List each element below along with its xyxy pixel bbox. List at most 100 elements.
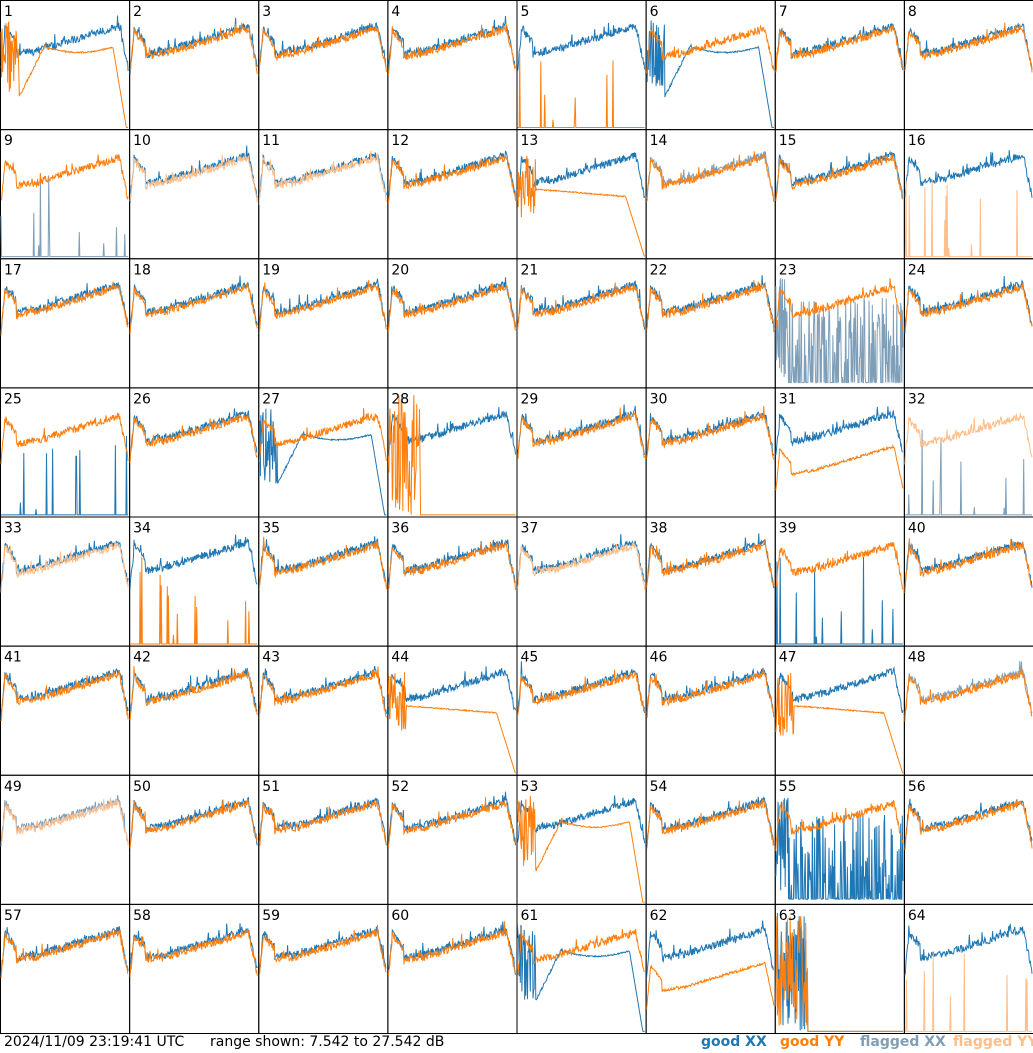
series-yy-25 bbox=[0, 412, 129, 465]
panel-24: 24 bbox=[903, 258, 1033, 389]
panel-frame bbox=[516, 0, 647, 131]
series-yy-3 bbox=[258, 25, 387, 77]
panel-44: 44 bbox=[387, 645, 518, 776]
series-xx-3 bbox=[258, 22, 387, 68]
panel-label: 45 bbox=[521, 650, 539, 666]
series-yy-18 bbox=[129, 283, 258, 335]
panel-label: 31 bbox=[779, 391, 797, 407]
series-xx-63 bbox=[775, 912, 903, 1032]
panel-label: 25 bbox=[4, 391, 22, 407]
series-yy-30 bbox=[646, 406, 775, 460]
panel-label: 17 bbox=[4, 262, 22, 278]
series-yy-12 bbox=[387, 154, 516, 204]
series-xx-4 bbox=[387, 15, 516, 73]
panel-label: 33 bbox=[4, 521, 22, 537]
series-yy-40 bbox=[904, 538, 1033, 593]
series-yy-45 bbox=[517, 669, 646, 717]
panel-label: 49 bbox=[4, 779, 22, 795]
panel-25: 25 bbox=[0, 387, 131, 518]
panel-label: 30 bbox=[650, 391, 668, 407]
legend-good-xx: good XX bbox=[701, 1034, 767, 1050]
series-xx-27 bbox=[258, 408, 387, 516]
series-yy-6 bbox=[646, 24, 775, 74]
panel-33: 33 bbox=[0, 516, 131, 647]
panel-7: 7 bbox=[774, 0, 905, 131]
panel-56: 56 bbox=[903, 774, 1033, 905]
series-yy-24 bbox=[904, 282, 1033, 330]
panel-20: 20 bbox=[387, 258, 518, 389]
series-xx-62 bbox=[646, 920, 775, 978]
panel-label: 21 bbox=[521, 262, 539, 278]
panel-46: 46 bbox=[645, 645, 776, 776]
panel-label: 63 bbox=[779, 908, 797, 924]
panel-frame bbox=[387, 0, 518, 131]
panel-label: 28 bbox=[391, 391, 409, 407]
panel-label: 24 bbox=[908, 262, 926, 278]
series-yy-42 bbox=[129, 666, 258, 721]
panel-frame bbox=[258, 0, 389, 131]
panel-16: 16 bbox=[903, 129, 1033, 260]
panel-35: 35 bbox=[258, 516, 389, 647]
series-yy-43 bbox=[258, 666, 387, 720]
panel-52: 52 bbox=[387, 774, 518, 905]
panel-54: 54 bbox=[645, 774, 776, 905]
panel-label: 34 bbox=[133, 521, 151, 537]
panel-label: 15 bbox=[779, 133, 797, 149]
series-yy-8 bbox=[904, 22, 1033, 73]
series-yy-38 bbox=[646, 540, 774, 588]
panel-label: 40 bbox=[908, 521, 926, 537]
series-xx-45 bbox=[517, 661, 646, 715]
panel-label: 37 bbox=[521, 521, 539, 537]
series-yy-19 bbox=[258, 280, 387, 334]
series-yy-7 bbox=[775, 23, 904, 73]
series-yy-51 bbox=[258, 799, 387, 848]
panel-2: 2 bbox=[129, 0, 260, 131]
series-yy-20 bbox=[387, 283, 516, 333]
series-yy-54 bbox=[646, 799, 775, 846]
panel-label: 29 bbox=[521, 391, 539, 407]
series-yy-21 bbox=[517, 282, 646, 332]
series-yy-17 bbox=[0, 281, 129, 336]
panel-label: 53 bbox=[521, 779, 539, 795]
panel-label: 4 bbox=[391, 4, 400, 20]
panel-frame bbox=[0, 0, 131, 131]
panel-frame bbox=[903, 903, 1033, 1034]
panel-49: 49 bbox=[0, 774, 131, 905]
panel-label: 46 bbox=[650, 650, 668, 666]
panel-19: 19 bbox=[258, 258, 389, 389]
series-yy-61 bbox=[517, 926, 645, 976]
series-yy-56 bbox=[904, 798, 1033, 851]
panel-label: 51 bbox=[262, 779, 280, 795]
series-yy-9 bbox=[0, 154, 129, 202]
panel-26: 26 bbox=[129, 387, 260, 518]
series-xx-51 bbox=[258, 797, 387, 846]
series-xx-13 bbox=[517, 152, 646, 200]
panel-48: 48 bbox=[903, 645, 1033, 776]
series-yy-29 bbox=[517, 407, 646, 461]
series-xx-17 bbox=[0, 281, 129, 333]
series-yy-26 bbox=[129, 413, 258, 464]
series-yy-11 bbox=[258, 150, 387, 205]
panel-label: 54 bbox=[650, 779, 668, 795]
panel-label: 19 bbox=[262, 262, 280, 278]
legend-good-yy: good YY bbox=[780, 1034, 845, 1050]
panel-18: 18 bbox=[129, 258, 260, 389]
panel-57: 57 bbox=[0, 903, 131, 1034]
series-xx-19 bbox=[258, 278, 387, 331]
panel-label: 23 bbox=[779, 262, 797, 278]
panel-50: 50 bbox=[129, 774, 260, 905]
panel-9: 9 bbox=[0, 129, 131, 260]
series-yy-27 bbox=[258, 407, 387, 462]
panel-label: 42 bbox=[133, 650, 151, 666]
series-yy-36 bbox=[387, 540, 516, 591]
series-yy-13 bbox=[517, 156, 646, 257]
panel-12: 12 bbox=[387, 129, 518, 260]
panel-63: 63 bbox=[774, 903, 905, 1034]
panel-label: 10 bbox=[133, 133, 151, 149]
legend-flagged-yy: flagged YY bbox=[953, 1034, 1033, 1050]
panel-label: 26 bbox=[133, 391, 151, 407]
panel-29: 29 bbox=[516, 387, 647, 518]
series-xx-39 bbox=[775, 556, 903, 645]
series-yy-60 bbox=[387, 921, 516, 976]
panel-1: 1 bbox=[0, 0, 131, 131]
